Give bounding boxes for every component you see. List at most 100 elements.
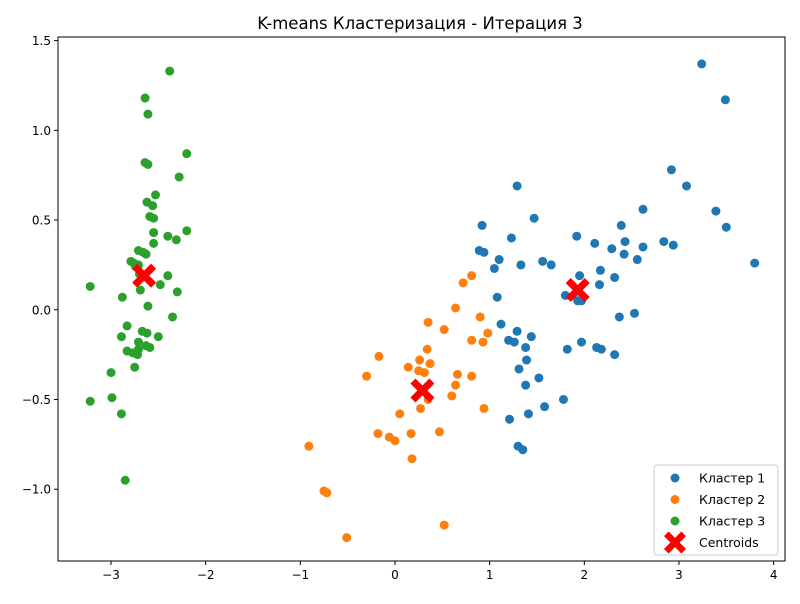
- scatter-point-cluster-2: [403, 362, 413, 372]
- scatter-point-cluster-3: [165, 66, 175, 76]
- scatter-point-cluster-3: [106, 368, 116, 378]
- scatter-point-cluster-2: [458, 278, 468, 288]
- scatter-point-cluster-1: [610, 272, 620, 282]
- scatter-point-cluster-1: [518, 445, 528, 455]
- legend-label: Centroids: [699, 535, 759, 550]
- scatter-point-cluster-3: [140, 93, 150, 103]
- legend-label: Кластер 2: [699, 492, 765, 507]
- scatter-point-cluster-2: [451, 380, 461, 390]
- scatter-point-cluster-3: [149, 228, 159, 238]
- scatter-point-cluster-1: [638, 204, 648, 214]
- y-tick-label: −0.5: [22, 393, 51, 407]
- scatter-point-cluster-2: [362, 371, 372, 381]
- scatter-point-cluster-3: [143, 159, 153, 169]
- scatter-point-cluster-3: [141, 249, 151, 259]
- scatter-point-cluster-2: [467, 335, 477, 345]
- scatter-point-cluster-2: [415, 355, 425, 365]
- scatter-point-cluster-1: [506, 233, 516, 243]
- x-tick-label: 1: [486, 568, 494, 582]
- scatter-point-cluster-3: [143, 301, 153, 311]
- scatter-point-cluster-1: [638, 242, 648, 252]
- scatter-point-cluster-1: [610, 350, 620, 360]
- y-tick-label: 0.0: [32, 303, 51, 317]
- scatter-point-cluster-1: [521, 380, 531, 390]
- y-tick-label: 1.5: [32, 34, 51, 48]
- scatter-point-cluster-1: [505, 414, 515, 424]
- scatter-point-cluster-3: [172, 287, 182, 297]
- scatter-point-cluster-3: [133, 337, 143, 347]
- scatter-point-cluster-2: [447, 391, 457, 401]
- scatter-point-cluster-1: [538, 256, 548, 266]
- scatter-point-cluster-1: [523, 409, 533, 419]
- scatter-point-cluster-1: [512, 326, 522, 336]
- scatter-point-cluster-1: [576, 337, 586, 347]
- legend-marker: [670, 495, 680, 504]
- legend-marker: [670, 473, 680, 483]
- scatter-point-cluster-3: [135, 285, 145, 295]
- scatter-point-cluster-3: [174, 172, 184, 182]
- scatter-point-cluster-3: [149, 213, 159, 223]
- scatter-point-cluster-2: [452, 369, 462, 379]
- scatter-point-cluster-1: [509, 337, 519, 347]
- scatter-point-cluster-3: [155, 280, 165, 290]
- scatter-point-cluster-3: [130, 362, 140, 372]
- x-tick-label: 3: [675, 568, 683, 582]
- scatter-point-cluster-1: [489, 263, 499, 273]
- legend-box: [653, 464, 779, 556]
- scatter-point-cluster-2: [374, 351, 384, 361]
- scatter-point-cluster-1: [521, 342, 531, 352]
- plot-frame: [57, 36, 786, 562]
- scatter-point-cluster-1: [562, 344, 572, 354]
- scatter-point-cluster-1: [514, 364, 524, 374]
- scatter-point-cluster-2: [475, 312, 485, 322]
- scatter-point-cluster-1: [620, 237, 630, 247]
- scatter-point-cluster-2: [395, 409, 405, 419]
- scatter-point-cluster-3: [148, 201, 158, 211]
- scatter-point-cluster-3: [182, 226, 192, 236]
- scatter-point-cluster-3: [122, 321, 132, 331]
- y-tick-label: −1.0: [22, 483, 51, 497]
- scatter-point-cluster-1: [526, 332, 536, 342]
- scatter-point-cluster-1: [750, 258, 760, 268]
- scatter-point-cluster-1: [516, 260, 526, 270]
- legend-centroid-marker: [664, 531, 686, 554]
- x-tick-label: −2: [197, 568, 215, 582]
- scatter-point-cluster-1: [540, 402, 550, 412]
- centroid-marker: [565, 278, 590, 303]
- scatter-point-cluster-3: [151, 190, 161, 200]
- scatter-point-cluster-1: [668, 240, 678, 250]
- scatter-point-cluster-1: [596, 344, 606, 354]
- scatter-point-cluster-3: [163, 231, 173, 241]
- scatter-point-cluster-2: [439, 325, 449, 335]
- scatter-point-cluster-2: [322, 488, 332, 498]
- scatter-point-cluster-2: [478, 337, 488, 347]
- scatter-point-cluster-1: [529, 213, 539, 223]
- x-tick-label: 4: [770, 568, 778, 582]
- scatter-point-cluster-2: [451, 303, 461, 313]
- scatter-point-cluster-1: [629, 308, 639, 318]
- scatter-point-cluster-1: [616, 220, 626, 230]
- scatter-point-cluster-2: [304, 441, 314, 451]
- scatter-point-cluster-3: [168, 312, 178, 322]
- scatter-point-cluster-1: [558, 394, 568, 404]
- scatter-point-cluster-1: [659, 237, 669, 247]
- scatter-point-cluster-3: [107, 393, 117, 403]
- scatter-point-cluster-1: [595, 265, 605, 275]
- scatter-point-cluster-1: [479, 247, 489, 257]
- scatter-point-cluster-3: [182, 149, 192, 159]
- scatter-point-cluster-3: [133, 350, 143, 360]
- scatter-point-cluster-1: [711, 206, 721, 216]
- scatter-point-cluster-1: [607, 244, 617, 254]
- scatter-point-cluster-3: [143, 109, 153, 119]
- y-tick-label: 1.0: [32, 124, 51, 138]
- centroid-marker: [410, 378, 435, 403]
- scatter-point-cluster-1: [721, 222, 731, 232]
- scatter-point-cluster-2: [434, 427, 444, 437]
- scatter-point-cluster-2: [419, 368, 429, 378]
- scatter-point-cluster-1: [632, 255, 642, 265]
- scatter-point-cluster-2: [467, 371, 477, 381]
- scatter-point-cluster-3: [116, 332, 126, 342]
- scatter-point-cluster-1: [477, 220, 487, 230]
